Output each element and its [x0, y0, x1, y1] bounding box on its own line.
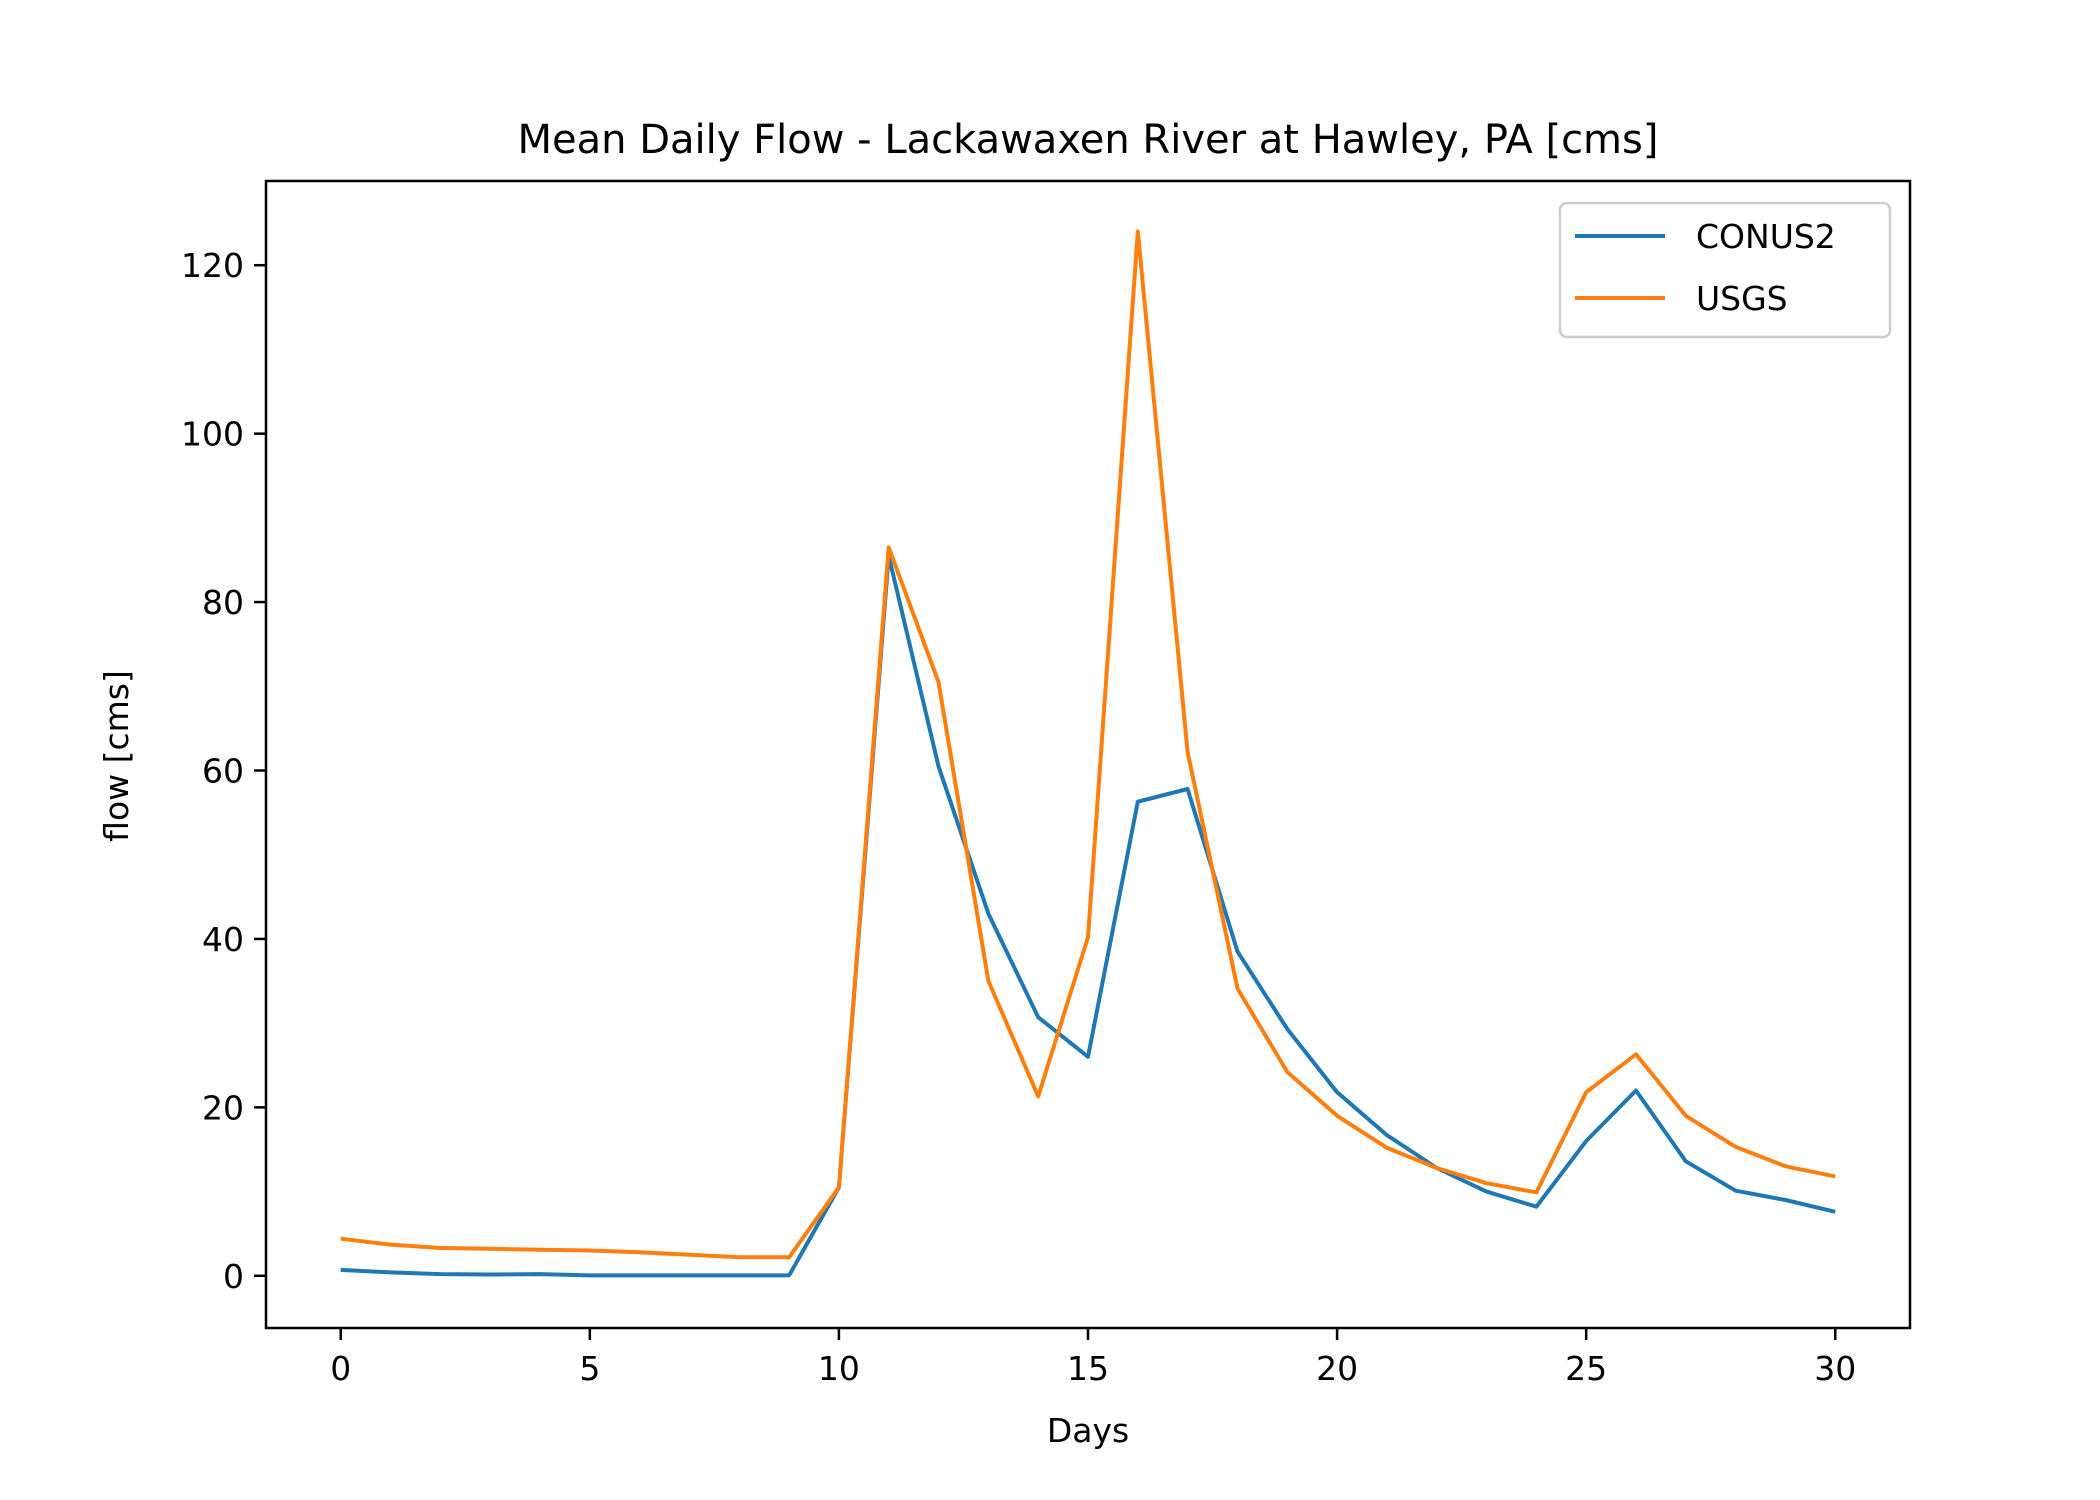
- x-axis-label: Days: [1047, 1411, 1129, 1450]
- x-tick-label: 30: [1814, 1349, 1856, 1388]
- chart-title: Mean Daily Flow - Lackawaxen River at Ha…: [518, 117, 1659, 163]
- y-tick-label: 60: [202, 752, 244, 791]
- series-line-usgs: [340, 229, 1836, 1260]
- x-tick-label: 15: [1067, 1349, 1109, 1388]
- series-lines: [340, 229, 1836, 1278]
- y-tick-label: 120: [181, 246, 244, 285]
- y-tick-label: 20: [202, 1088, 244, 1127]
- legend-label-usgs: USGS: [1696, 279, 1788, 318]
- x-tick-label: 25: [1565, 1349, 1607, 1388]
- y-tick-label: 0: [223, 1257, 244, 1296]
- legend: CONUS2 USGS: [1558, 201, 1892, 339]
- axis-ticks: 0 5 10 15 20 25 30 0 20 40 60 80 100 120: [181, 246, 1856, 1388]
- y-axis-label: flow [cms]: [97, 670, 136, 842]
- y-tick-label: 100: [181, 415, 244, 454]
- legend-label-conus2: CONUS2: [1696, 217, 1836, 256]
- x-tick-label: 10: [818, 1349, 860, 1388]
- x-tick-label: 20: [1316, 1349, 1358, 1388]
- x-tick-label: 5: [579, 1349, 600, 1388]
- x-tick-label: 0: [330, 1349, 351, 1388]
- series-line-conus2: [340, 553, 1836, 1278]
- y-tick-label: 80: [202, 583, 244, 622]
- y-tick-label: 40: [202, 920, 244, 959]
